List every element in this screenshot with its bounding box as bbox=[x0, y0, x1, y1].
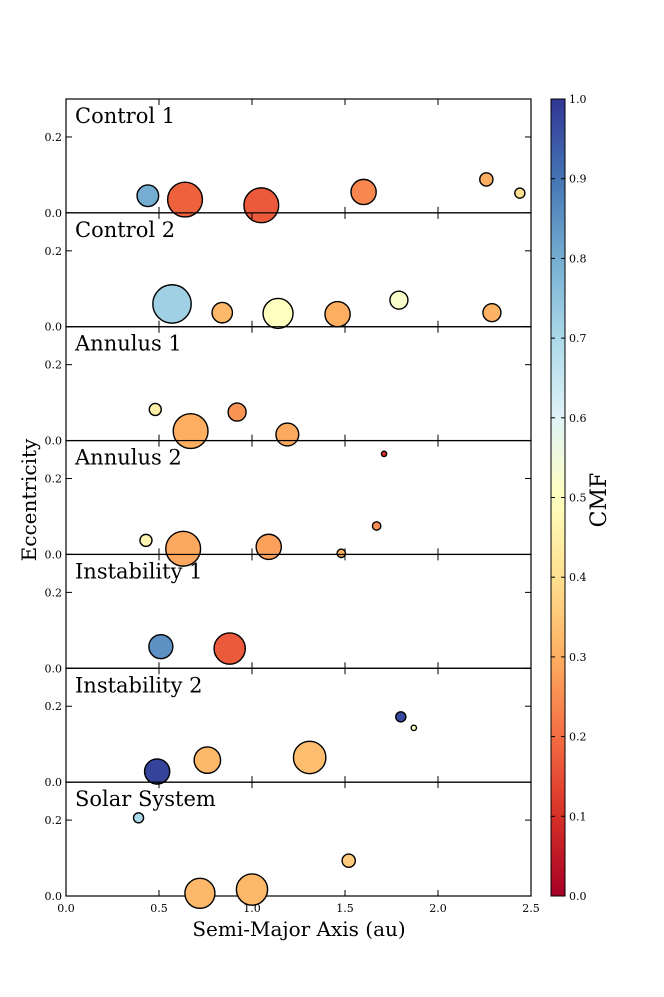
planet-point bbox=[143, 758, 171, 785]
y-tick-label: 0.2 bbox=[45, 814, 63, 827]
colorbar-tick-label: 0.2 bbox=[569, 731, 587, 744]
planet-point bbox=[227, 402, 247, 422]
colorbar-tick-label: 0.7 bbox=[569, 332, 587, 345]
colorbar-label: CMF bbox=[587, 473, 612, 528]
x-tick-label: 1.5 bbox=[336, 902, 354, 915]
y-tick-label: 0.2 bbox=[45, 586, 63, 599]
planet-point bbox=[380, 450, 388, 458]
panels: 0.0 0.2 Control 1 0.0 0.2 Control 2 0.0 0.2 Annu… bbox=[45, 98, 532, 910]
y-tick-label: 0.0 bbox=[45, 207, 63, 220]
y-tick-label: 0.0 bbox=[45, 890, 63, 903]
x-axis-label: Semi-Major Axis (au) bbox=[192, 917, 405, 941]
planet-point bbox=[371, 521, 382, 531]
planet-point bbox=[139, 533, 153, 548]
planet-point bbox=[395, 711, 407, 723]
planet-point bbox=[148, 633, 174, 660]
x-tick-label: 2.0 bbox=[429, 902, 447, 915]
planet-point bbox=[350, 178, 377, 206]
panel-title: Instability 2 bbox=[75, 673, 203, 697]
panel-title: Annulus 1 bbox=[74, 332, 182, 356]
planet-point bbox=[213, 632, 246, 665]
planet-point bbox=[262, 297, 294, 330]
panel-title: Control 1 bbox=[75, 104, 175, 128]
y-tick-label: 0.2 bbox=[45, 700, 63, 713]
panel: 0.0 0.2 Instability 2 bbox=[45, 667, 532, 789]
panel-title: Annulus 2 bbox=[74, 446, 182, 470]
panel-title: Control 2 bbox=[75, 218, 175, 242]
y-tick-label: 0.2 bbox=[45, 359, 63, 372]
colorbar-tick-label: 0.1 bbox=[569, 810, 587, 823]
x-tick-label: 1.0 bbox=[243, 902, 261, 915]
planet-point bbox=[482, 302, 502, 323]
colorbar-tick-label: 0.4 bbox=[569, 571, 587, 584]
panel: 0.0 0.2 Control 2 bbox=[45, 212, 532, 334]
planet-point bbox=[193, 746, 222, 775]
colorbar-tick-label: 0.5 bbox=[569, 492, 587, 505]
panel: 0.0 0.2 Annulus 2 bbox=[45, 439, 532, 567]
planet-point bbox=[152, 284, 192, 324]
planet-point bbox=[211, 301, 234, 324]
panel: 0.0 0.2 Instability 1 bbox=[45, 553, 532, 675]
planet-point bbox=[136, 184, 160, 208]
y-tick-label: 0.2 bbox=[45, 131, 63, 144]
y-tick-label: 0.0 bbox=[45, 776, 63, 789]
panel-title: Solar System bbox=[75, 787, 216, 811]
y-tick-label: 0.0 bbox=[45, 548, 63, 561]
x-tick-label: 0.5 bbox=[150, 902, 168, 915]
panel: 0.0 0.2 Solar System bbox=[45, 781, 532, 910]
y-tick-label: 0.2 bbox=[45, 245, 63, 258]
colorbar-tick-label: 0.8 bbox=[569, 252, 587, 265]
planet-point bbox=[479, 172, 494, 187]
planet-point bbox=[341, 853, 357, 869]
colorbar-tick-label: 1.0 bbox=[569, 93, 587, 106]
y-tick-label: 0.0 bbox=[45, 321, 63, 334]
colorbar-tick-label: 0.9 bbox=[569, 173, 587, 186]
panel-frame bbox=[65, 781, 532, 897]
x-tick-label: 0.0 bbox=[57, 902, 75, 915]
planet-point bbox=[336, 548, 347, 559]
panel: 0.0 0.2 Annulus 1 bbox=[45, 326, 532, 450]
x-tick-label: 2.5 bbox=[522, 902, 540, 915]
y-axis-label: Eccentricity bbox=[17, 438, 41, 561]
y-tick-label: 0.0 bbox=[45, 435, 63, 448]
panel-title: Instability 1 bbox=[75, 559, 203, 583]
planet-point bbox=[132, 812, 145, 824]
planet-point bbox=[166, 181, 204, 218]
planet-point bbox=[184, 877, 216, 910]
planet-point bbox=[165, 530, 202, 567]
planet-point bbox=[172, 412, 209, 450]
planet-point bbox=[275, 422, 300, 447]
colorbar: 0.0 0.1 0.2 0.3 0.4 0.5 0.6 0.7 0.8 0.9 1.0 bbox=[550, 93, 587, 903]
planet-point bbox=[389, 290, 409, 310]
x-axis: 0.0 0.5 1.0 1.5 2.0 2.5 bbox=[57, 902, 540, 915]
planet-point bbox=[410, 724, 418, 732]
planet-point bbox=[324, 300, 351, 328]
y-tick-label: 0.2 bbox=[45, 473, 63, 486]
colorbar-tick-label: 0.0 bbox=[569, 890, 587, 903]
planet-point bbox=[148, 402, 162, 417]
colorbar-tick-label: 0.6 bbox=[569, 412, 587, 425]
planet-point bbox=[292, 740, 327, 775]
planet-point bbox=[235, 873, 269, 906]
planet-point bbox=[514, 187, 526, 199]
y-tick-label: 0.0 bbox=[45, 662, 63, 675]
planet-point bbox=[243, 187, 280, 224]
colorbar-tick-label: 0.3 bbox=[569, 651, 587, 664]
planet-point bbox=[255, 533, 283, 561]
panel: 0.0 0.2 Control 1 bbox=[45, 98, 532, 224]
